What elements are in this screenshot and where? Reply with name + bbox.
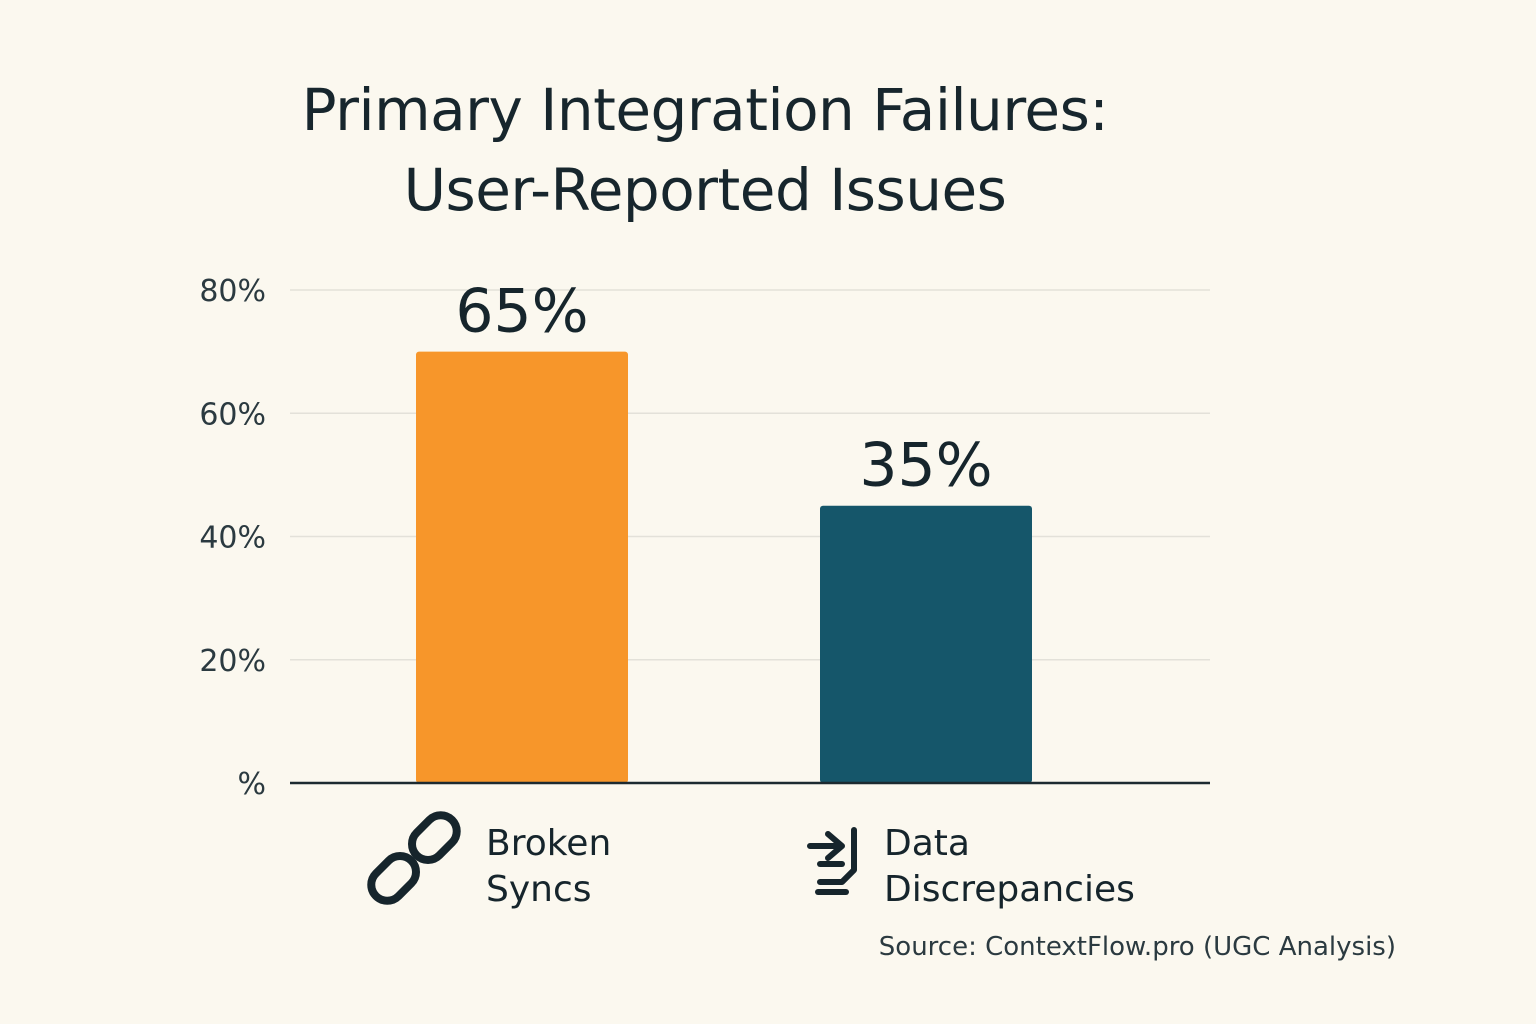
chart-title-line-2: User-Reported Issues	[403, 156, 1007, 224]
data-label: 65%	[455, 277, 588, 347]
y-tick-label: %	[237, 767, 266, 802]
y-tick-label: 40%	[199, 521, 266, 556]
chart-title-line-1: Primary Integration Failures:	[301, 76, 1109, 144]
y-tick-label: 80%	[199, 274, 266, 309]
broken-link-icon	[367, 811, 461, 905]
chart-title: Primary Integration Failures: User-Repor…	[0, 70, 1410, 230]
bar	[416, 351, 628, 783]
y-tick-label: 20%	[199, 644, 266, 679]
category-label: Broken	[486, 823, 611, 864]
y-tick-label: 60%	[199, 397, 266, 432]
source-note: Source: ContextFlow.pro (UGC Analysis)	[878, 932, 1396, 962]
data-label: 35%	[859, 431, 992, 501]
category-label: Discrepancies	[884, 869, 1135, 910]
category-label: Syncs	[486, 869, 592, 910]
category-label: Data	[884, 823, 970, 864]
data-discrepancy-arrows-icon	[807, 827, 857, 895]
bar	[820, 505, 1032, 783]
